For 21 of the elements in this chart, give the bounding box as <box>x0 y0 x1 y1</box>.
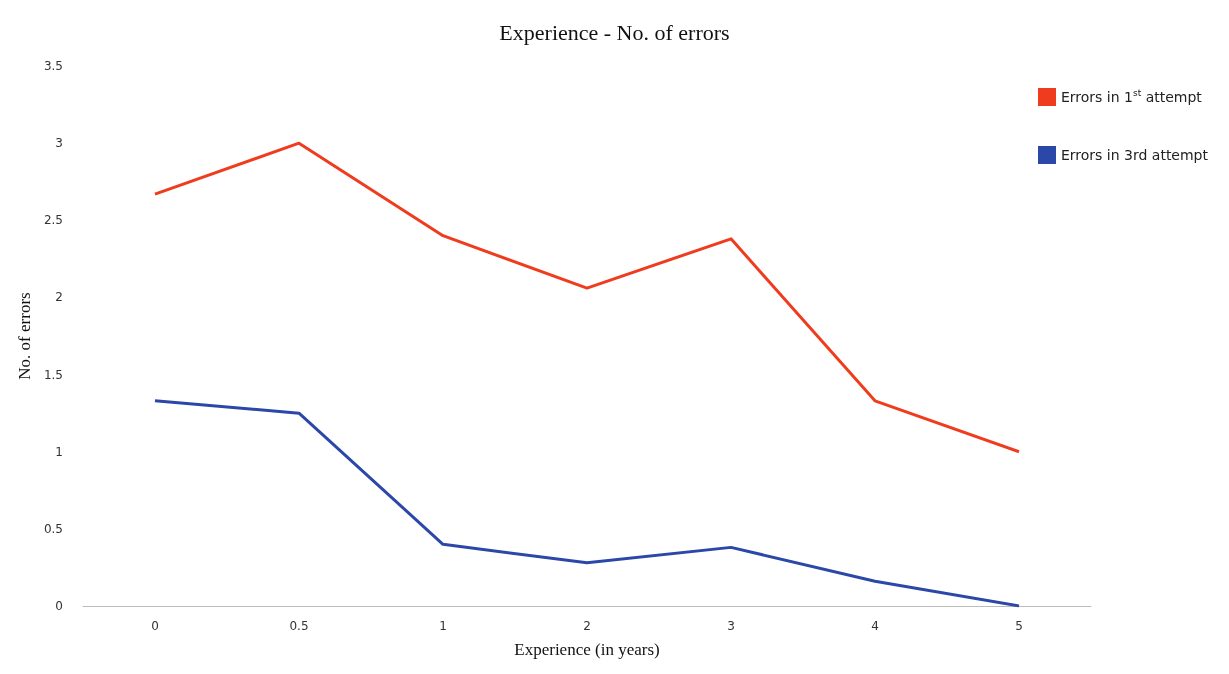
y-tick-label: 3.5 <box>43 59 63 73</box>
y-tick-label: 2.5 <box>43 213 63 228</box>
legend-label: Errors in 3rd attempt <box>1060 147 1209 163</box>
y-tick-label: 1.5 <box>43 367 63 382</box>
y-tick-label: 3 <box>55 136 63 151</box>
x-tick-label: 2 <box>583 619 591 633</box>
x-tick-label: 1 <box>439 619 447 633</box>
line-series <box>153 141 1021 454</box>
x-tick-label: 0.5 <box>289 619 309 633</box>
x-tick-label: 0 <box>151 619 159 633</box>
y-tick-label: 0 <box>55 599 63 613</box>
line-series <box>153 399 1021 608</box>
x-tick-label: 3 <box>727 619 735 633</box>
x-tick-label: 4 <box>871 619 879 633</box>
x-tick-label: 5 <box>1015 619 1023 633</box>
y-tick-label: 1 <box>55 444 63 459</box>
chart-title: Experience - No. of errors <box>499 19 730 45</box>
x-axis-title: Experience (in years) <box>514 640 660 659</box>
y-tick-label: 2 <box>55 290 63 305</box>
y-axis-title: No. of errors <box>15 292 34 380</box>
y-tick-label: 0.5 <box>43 521 63 536</box>
